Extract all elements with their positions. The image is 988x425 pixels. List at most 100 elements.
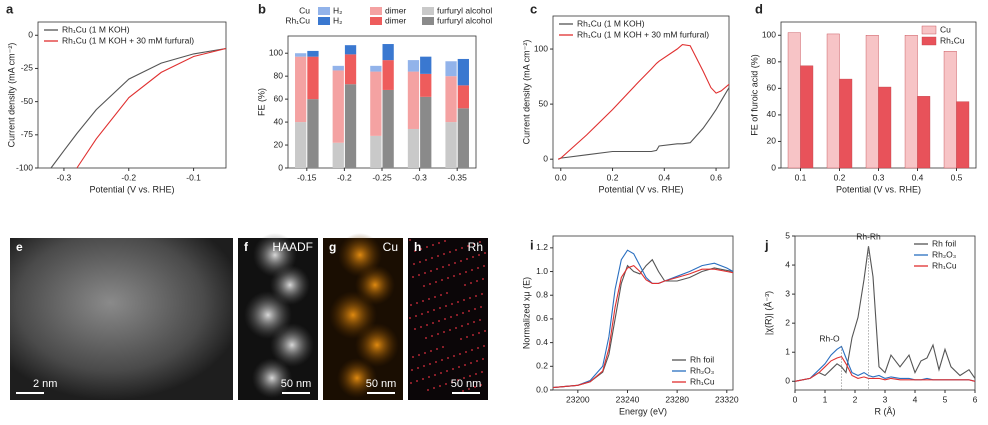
texture xyxy=(479,241,481,243)
y-tick-label: -100 xyxy=(16,162,33,172)
texture xyxy=(409,317,411,319)
x-axis-label: Potential (V vs. RHE) xyxy=(836,184,921,194)
x-tick-label: 0.2 xyxy=(834,172,846,182)
texture xyxy=(461,247,463,249)
texture xyxy=(440,294,442,296)
bar-segment xyxy=(332,142,344,168)
texture xyxy=(480,306,482,308)
x-tick-label: 23240 xyxy=(616,394,640,404)
image-label: HAADF xyxy=(272,240,313,254)
texture xyxy=(270,323,314,367)
bar-segment xyxy=(407,60,420,72)
annotation: Rh-O xyxy=(819,333,840,343)
texture xyxy=(459,353,461,355)
legend-label: furfuryl alcohol xyxy=(437,5,492,15)
legend-label: Rh foil xyxy=(690,354,714,364)
bar-segment xyxy=(445,76,457,123)
bar-segment xyxy=(307,56,319,100)
y-tick-label: 0.4 xyxy=(536,337,548,347)
y-tick-label: 0 xyxy=(785,376,790,386)
texture xyxy=(421,313,423,315)
texture xyxy=(461,325,463,327)
texture xyxy=(477,267,479,269)
texture xyxy=(252,358,292,398)
texture xyxy=(451,303,453,305)
texture xyxy=(468,388,470,390)
texture xyxy=(466,258,468,260)
texture xyxy=(458,366,460,368)
texture xyxy=(444,240,446,242)
texture xyxy=(412,356,414,358)
texture xyxy=(482,278,484,280)
texture xyxy=(474,308,476,310)
texture xyxy=(457,379,459,381)
x-tick-label: 0.5 xyxy=(951,172,963,182)
texture xyxy=(456,314,458,316)
texture xyxy=(470,282,472,284)
texture xyxy=(439,385,441,387)
texture xyxy=(423,365,425,367)
texture xyxy=(425,259,427,261)
bar-segment xyxy=(445,122,457,168)
y-tick-label: 1.2 xyxy=(536,242,548,252)
texture xyxy=(432,322,434,324)
scale-bar-label: 50 nm xyxy=(366,378,397,390)
texture xyxy=(449,251,451,253)
y-axis-label: Current density (mA cm⁻²) xyxy=(521,40,531,145)
texture xyxy=(459,273,461,275)
legend-label: Rh₁Cu xyxy=(690,376,715,386)
bar-segment xyxy=(295,56,307,123)
texture xyxy=(462,390,464,392)
texture xyxy=(464,364,466,366)
texture xyxy=(463,377,465,379)
texture xyxy=(468,310,470,312)
bar-segment xyxy=(420,96,432,168)
panel-letter: b xyxy=(258,1,266,16)
texture xyxy=(414,250,416,252)
bar xyxy=(865,35,879,169)
texture xyxy=(422,300,424,302)
x-tick-label: 0.0 xyxy=(555,172,567,182)
x-tick-label: 4 xyxy=(913,394,918,404)
bar-segment xyxy=(420,56,432,74)
legend-label: furfuryl alcohol xyxy=(437,15,492,25)
texture xyxy=(415,315,417,317)
y-tick-label: 80 xyxy=(274,70,284,80)
panel-letter: a xyxy=(6,1,14,16)
panel-letter: f xyxy=(244,240,249,254)
texture xyxy=(453,275,455,277)
texture xyxy=(426,324,428,326)
texture xyxy=(470,362,472,364)
line-series xyxy=(794,355,976,382)
texture xyxy=(462,312,464,314)
legend-label: dimer xyxy=(385,5,406,15)
legend-swatch xyxy=(422,7,434,15)
texture xyxy=(474,386,476,388)
texture xyxy=(455,327,457,329)
texture xyxy=(414,328,416,330)
texture xyxy=(473,243,475,245)
legend-label: Rh₁Cu xyxy=(932,260,957,270)
x-tick-label: -0.35 xyxy=(448,172,468,182)
annotation: Rh-Rh xyxy=(856,232,881,242)
y-tick-label: 5 xyxy=(785,230,790,240)
x-tick-label: 0.4 xyxy=(658,172,670,182)
y-tick-label: 20 xyxy=(274,139,284,149)
texture xyxy=(432,244,434,246)
y-tick-label: -75 xyxy=(21,129,34,139)
texture xyxy=(434,296,436,298)
bar-segment xyxy=(344,45,357,55)
bar-segment xyxy=(307,99,319,168)
bar-segment xyxy=(370,135,382,168)
legend-swatch xyxy=(370,7,382,15)
bar xyxy=(878,86,892,169)
y-tick-label: 100 xyxy=(269,47,283,57)
legend-label: dimer xyxy=(385,15,406,25)
x-tick-label: -0.1 xyxy=(186,172,201,182)
x-tick-label: 1 xyxy=(823,394,828,404)
x-tick-label: 2 xyxy=(853,394,858,404)
texture xyxy=(453,355,455,357)
texture xyxy=(429,283,431,285)
bar-segment xyxy=(332,65,344,71)
bar-segment xyxy=(382,44,394,61)
